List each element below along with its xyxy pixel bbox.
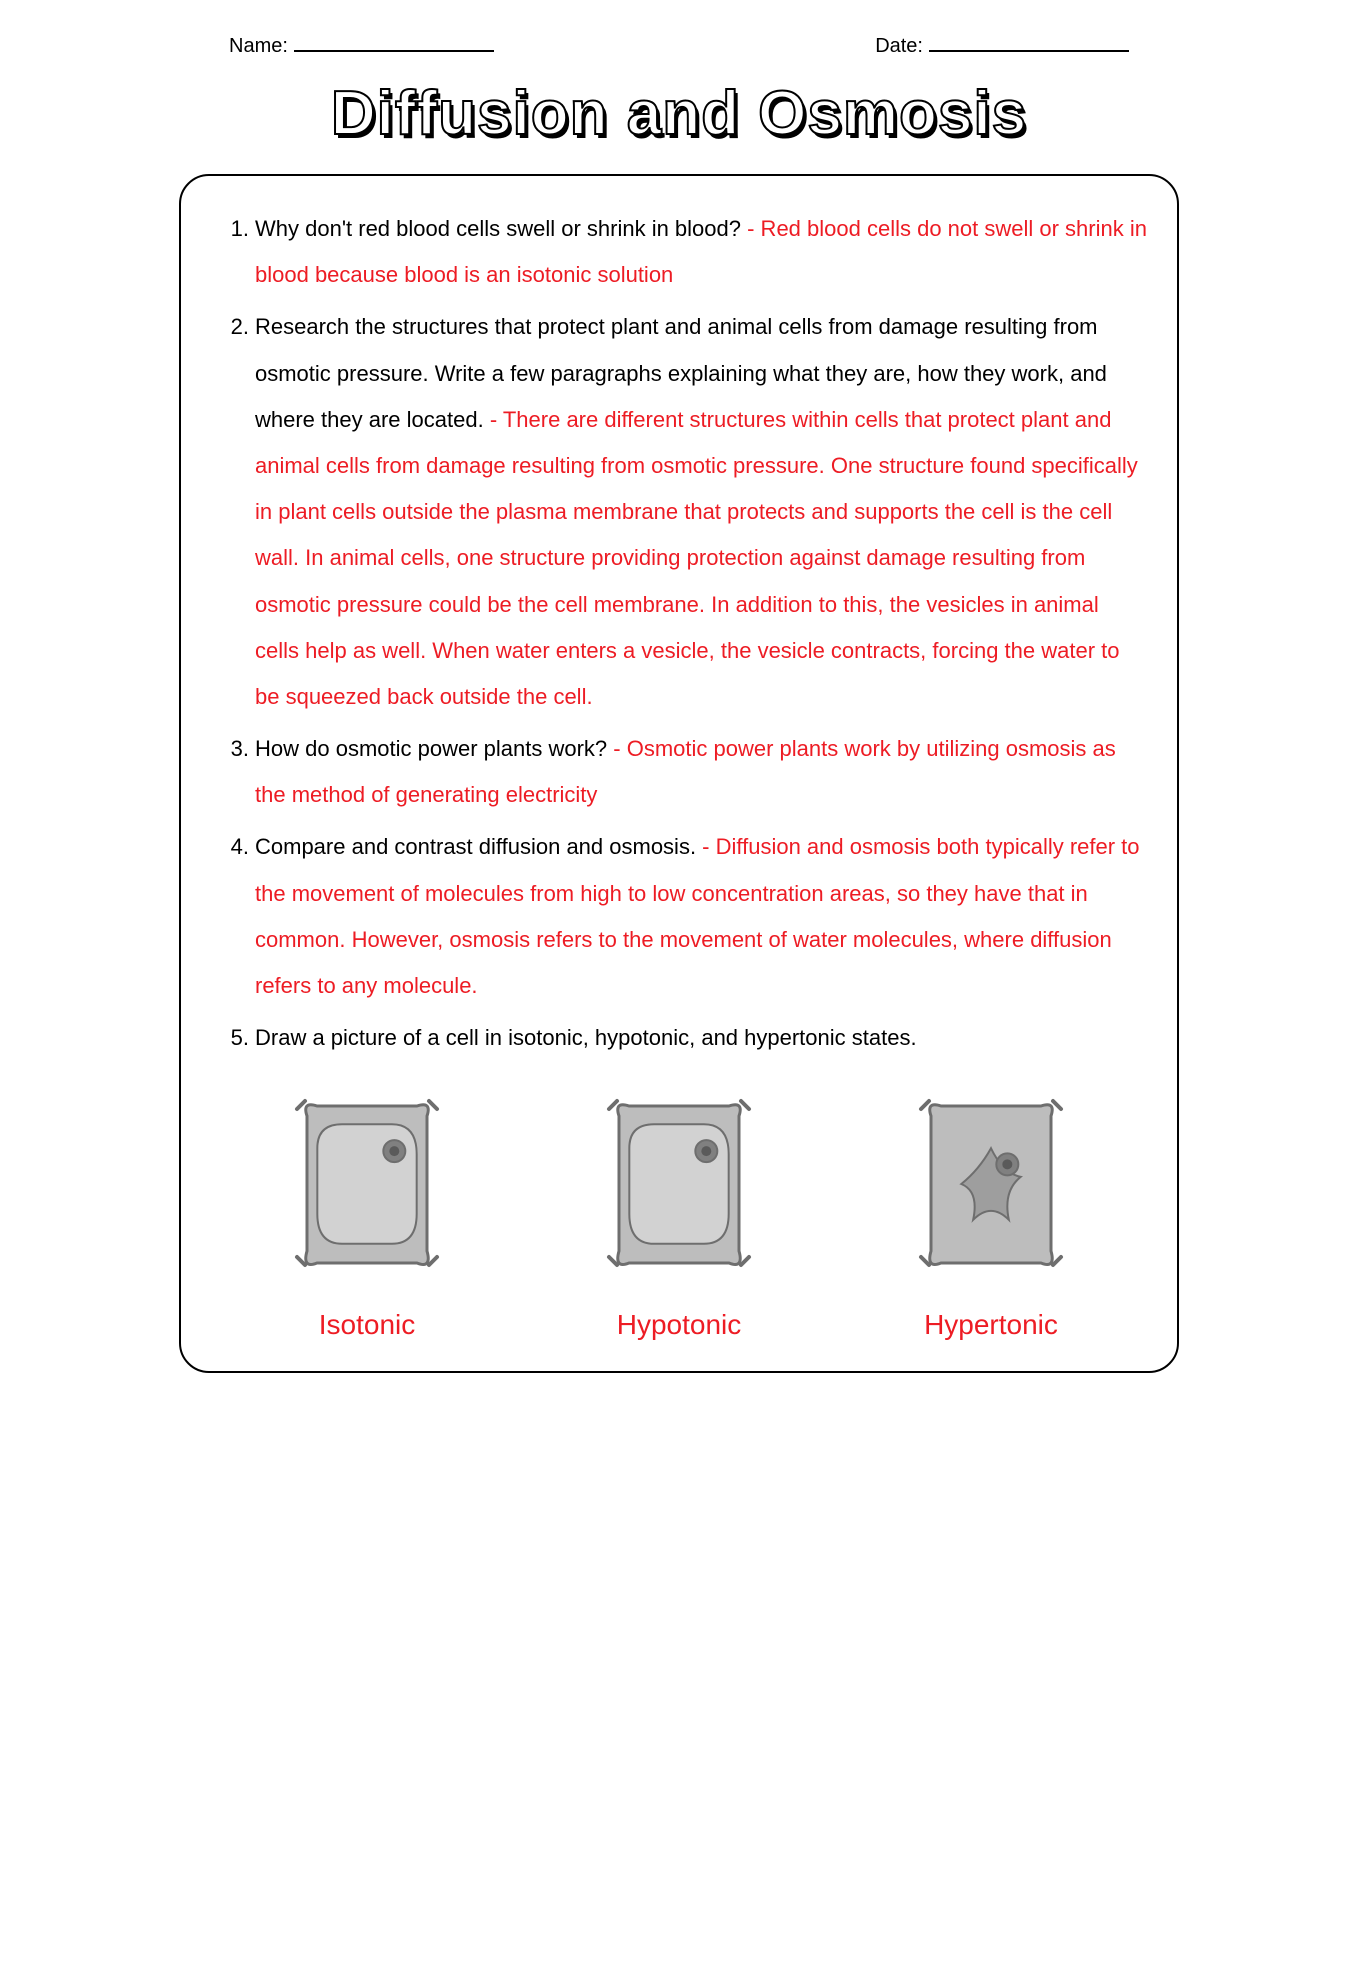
question-list: Why don't red blood cells swell or shrin… [211, 206, 1147, 1061]
answer-text: - There are different structures within … [255, 407, 1138, 709]
cell-label: Isotonic [227, 1309, 508, 1341]
worksheet-page: Name: Date: Diffusion and Osmosis Why do… [179, 30, 1179, 1373]
name-blank[interactable] [294, 30, 494, 52]
cell-figure-hypertonic: Hypertonic [851, 1091, 1132, 1341]
page-title-text: Diffusion and Osmosis [331, 79, 1027, 148]
cell-label: Hypertonic [851, 1309, 1132, 1341]
content-box: Why don't red blood cells swell or shrin… [179, 174, 1179, 1373]
cell-label: Hypotonic [539, 1309, 820, 1341]
date-field: Date: [875, 30, 1129, 58]
header-row: Name: Date: [179, 30, 1179, 58]
question-text: Why don't red blood cells swell or shrin… [255, 216, 741, 241]
date-label: Date: [875, 35, 923, 58]
question-text: How do osmotic power plants work? [255, 736, 607, 761]
question-text: Compare and contrast diffusion and osmos… [255, 834, 696, 859]
name-label: Name: [229, 35, 288, 58]
question-item: Why don't red blood cells swell or shrin… [211, 206, 1147, 298]
date-blank[interactable] [929, 30, 1129, 52]
name-field: Name: [229, 30, 494, 58]
page-title: Diffusion and Osmosis [179, 78, 1179, 149]
question-item: Compare and contrast diffusion and osmos… [211, 824, 1147, 1009]
question-item: How do osmotic power plants work? - Osmo… [211, 726, 1147, 818]
question-item: Draw a picture of a cell in isotonic, hy… [211, 1015, 1147, 1061]
question-item: Research the structures that protect pla… [211, 304, 1147, 720]
cell-icon [287, 1091, 447, 1281]
cell-figure-hypotonic: Hypotonic [539, 1091, 820, 1341]
cell-figure-isotonic: Isotonic [227, 1091, 508, 1341]
cell-diagrams-row: Isotonic Hypotonic Hypertonic [211, 1091, 1147, 1341]
cell-icon [911, 1091, 1071, 1281]
question-text: Draw a picture of a cell in isotonic, hy… [255, 1025, 917, 1050]
cell-icon [599, 1091, 759, 1281]
